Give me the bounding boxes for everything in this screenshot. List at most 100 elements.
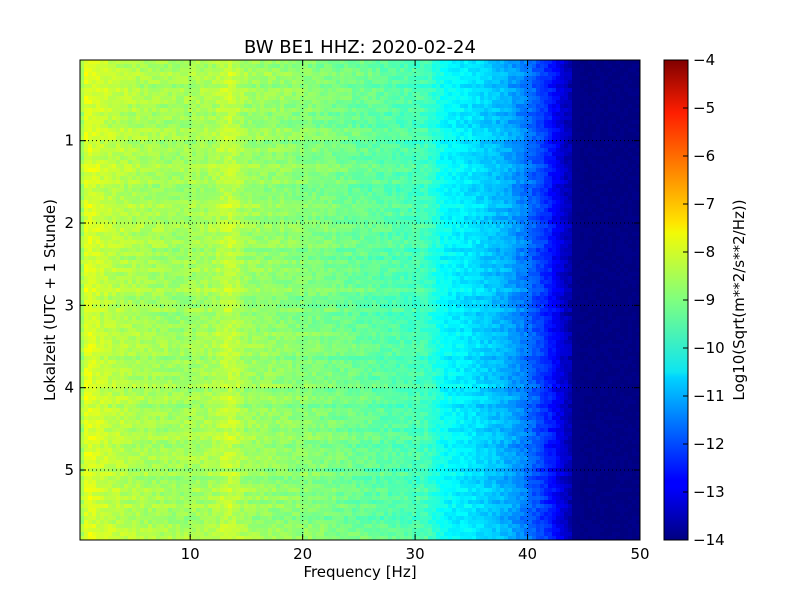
heatmap-cell — [152, 272, 157, 277]
heatmap-cell — [208, 72, 213, 77]
heatmap-cell — [140, 284, 145, 289]
heatmap-cell — [160, 488, 165, 493]
heatmap-cell — [92, 420, 97, 425]
heatmap-cell — [164, 296, 169, 301]
heatmap-cell — [104, 68, 109, 73]
heatmap-cell — [168, 336, 173, 341]
heatmap-cell — [236, 288, 241, 293]
heatmap-cell — [156, 212, 161, 217]
heatmap-cell — [196, 156, 201, 161]
heatmap-cell — [136, 276, 141, 281]
heatmap-cell — [164, 340, 169, 345]
heatmap-cell — [104, 184, 109, 189]
heatmap-cell — [212, 76, 217, 81]
heatmap-cell — [136, 100, 141, 105]
heatmap-cell — [100, 260, 105, 265]
heatmap-cell — [228, 168, 233, 173]
heatmap-cell — [232, 536, 237, 540]
heatmap-cell — [200, 340, 205, 345]
heatmap-cell — [192, 420, 197, 425]
heatmap-cell — [108, 276, 113, 281]
heatmap-cell — [120, 284, 125, 289]
heatmap-cell — [172, 372, 177, 377]
heatmap-cell — [116, 448, 121, 453]
heatmap-cell — [224, 152, 229, 157]
heatmap-cell — [200, 84, 205, 89]
heatmap-cell — [92, 300, 97, 305]
heatmap-cell — [168, 276, 173, 281]
heatmap-cell — [112, 88, 117, 93]
heatmap-cell — [80, 416, 85, 421]
heatmap-cell — [140, 164, 145, 169]
heatmap-cell — [132, 324, 137, 329]
heatmap-cell — [160, 296, 165, 301]
heatmap-cell — [124, 288, 129, 293]
heatmap-cell — [80, 312, 85, 317]
heatmap-cell — [132, 304, 137, 309]
heatmap-cell — [208, 252, 213, 257]
heatmap-cell — [168, 248, 173, 253]
heatmap-cell — [116, 92, 121, 97]
heatmap-cell — [176, 264, 181, 269]
heatmap-cell — [184, 284, 189, 289]
heatmap-cell — [216, 464, 221, 469]
heatmap-cell — [80, 408, 85, 413]
heatmap-cell — [148, 304, 153, 309]
heatmap-cell — [224, 388, 229, 393]
heatmap-cell — [160, 344, 165, 349]
heatmap-cell — [144, 360, 149, 365]
heatmap-cell — [100, 68, 105, 73]
heatmap-cell — [128, 340, 133, 345]
heatmap-cell — [112, 432, 117, 437]
heatmap-cell — [168, 256, 173, 261]
heatmap-cell — [152, 444, 157, 449]
heatmap-cell — [148, 84, 153, 89]
heatmap-cell — [196, 384, 201, 389]
heatmap-cell — [188, 84, 193, 89]
heatmap-cell — [112, 332, 117, 337]
heatmap-cell — [184, 168, 189, 173]
heatmap-cell — [172, 536, 177, 540]
heatmap-cell — [196, 472, 201, 477]
heatmap-cell — [228, 532, 233, 537]
heatmap-cell — [152, 396, 157, 401]
heatmap-cell — [172, 80, 177, 85]
heatmap-cell — [184, 432, 189, 437]
heatmap-cell — [84, 232, 89, 237]
heatmap-cell — [116, 160, 121, 165]
heatmap-cell — [228, 72, 233, 77]
heatmap-cell — [236, 200, 241, 205]
heatmap-cell — [236, 140, 241, 145]
heatmap-cell — [184, 264, 189, 269]
heatmap-cell — [196, 340, 201, 345]
heatmap-cell — [204, 220, 209, 225]
heatmap-cell — [136, 296, 141, 301]
heatmap-cell — [124, 380, 129, 385]
heatmap-cell — [96, 88, 101, 93]
heatmap-cell — [180, 348, 185, 353]
heatmap-cell — [208, 312, 213, 317]
heatmap-cell — [112, 96, 117, 101]
heatmap-cell — [92, 484, 97, 489]
heatmap-cell — [112, 256, 117, 261]
heatmap-cell — [228, 188, 233, 193]
chart-title: BW BE1 HHZ: 2020-02-24 — [244, 37, 476, 58]
heatmap-cell — [92, 172, 97, 177]
heatmap-cell — [172, 144, 177, 149]
heatmap-cell — [196, 76, 201, 81]
heatmap-cell — [168, 448, 173, 453]
heatmap-cell — [132, 196, 137, 201]
heatmap-cell — [128, 532, 133, 537]
heatmap-cell — [164, 240, 169, 245]
heatmap-cell — [80, 396, 85, 401]
heatmap-cell — [144, 104, 149, 109]
heatmap-cell — [204, 324, 209, 329]
heatmap-cell — [208, 368, 213, 373]
heatmap-cell — [224, 444, 229, 449]
heatmap-cell — [124, 68, 129, 73]
heatmap-cell — [132, 360, 137, 365]
heatmap-cell — [172, 236, 177, 241]
heatmap-cell — [232, 524, 237, 529]
heatmap-cell — [232, 376, 237, 381]
